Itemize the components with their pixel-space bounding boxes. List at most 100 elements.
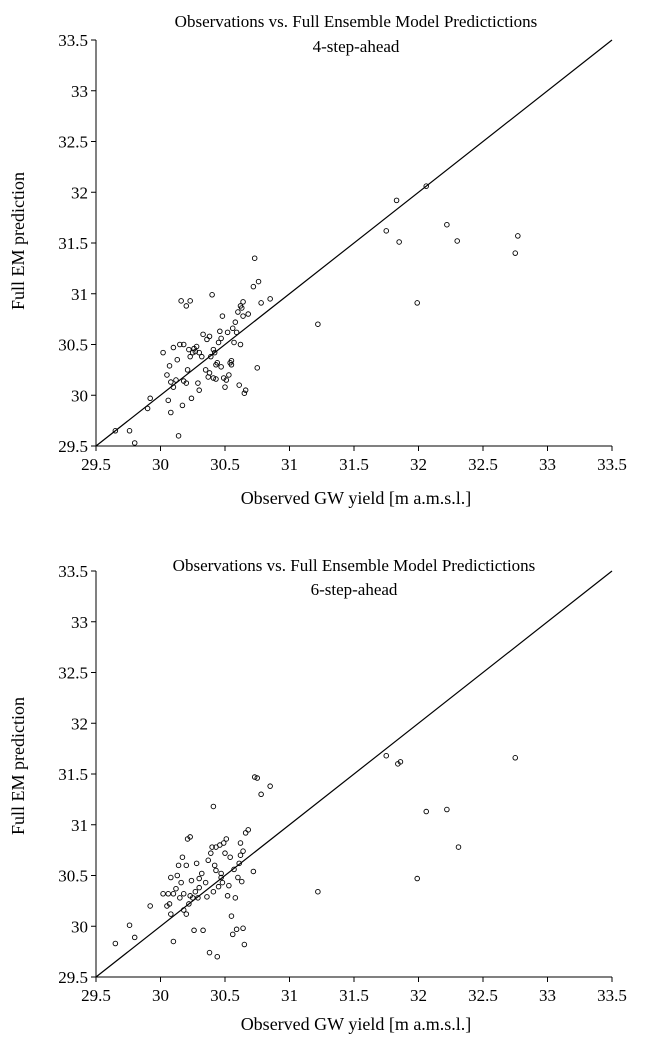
- x-tick-label: 30: [152, 455, 169, 474]
- scatter-point: [219, 313, 226, 319]
- scatter-point: [193, 343, 200, 350]
- scatter-point: [210, 375, 217, 381]
- scatter-point: [251, 774, 258, 780]
- scatter-point: [242, 830, 249, 836]
- scatter-point: [226, 882, 232, 889]
- scatter-point: [206, 370, 213, 376]
- scatter-point: [199, 353, 205, 360]
- scatter-point: [202, 367, 209, 373]
- scatter-point: [242, 387, 249, 393]
- scatter-point: [186, 901, 192, 907]
- scatter-point: [215, 883, 222, 890]
- x-tick-label: 32: [410, 986, 427, 1005]
- x-tick-label: 29.5: [81, 986, 111, 1005]
- scatter-point: [210, 346, 217, 353]
- chart-title: Observations vs. Full Ensemble Model Pre…: [173, 556, 536, 575]
- scatter-point: [209, 844, 215, 850]
- scatter-point: [219, 879, 226, 886]
- x-tick-label: 33: [539, 986, 556, 1005]
- scatter-point: [192, 348, 199, 355]
- y-tick-label: 32: [71, 183, 88, 202]
- x-tick-label: 33.5: [597, 986, 627, 1005]
- scatter-point: [174, 356, 181, 363]
- scatter-point: [112, 428, 119, 434]
- scatter-point: [215, 339, 222, 346]
- y-axis-label: Full EM prediction: [8, 172, 28, 310]
- scatter-point: [240, 925, 246, 932]
- y-tick-label: 33: [71, 613, 88, 632]
- y-tick-label: 30: [71, 917, 88, 936]
- scatter-point: [240, 848, 246, 854]
- scatter-point: [397, 759, 404, 765]
- scatter-point: [218, 874, 224, 881]
- scatter-point: [131, 440, 138, 446]
- scatter-point: [223, 836, 230, 842]
- y-tick-label: 33.5: [58, 562, 88, 581]
- scatter-point: [217, 328, 223, 335]
- scatter-point: [214, 953, 221, 960]
- scatter-point: [183, 911, 190, 917]
- scatter-point: [235, 309, 241, 315]
- scatter-point: [189, 895, 196, 901]
- scatter-point: [229, 931, 236, 938]
- x-tick-label: 30.5: [210, 455, 240, 474]
- scatter-point: [166, 901, 173, 907]
- scatter-point: [179, 402, 186, 409]
- chart-subtitle: 6-step-ahead: [311, 580, 398, 599]
- scatter-point: [245, 827, 251, 833]
- scatter-point: [126, 428, 133, 434]
- scatter-point: [229, 325, 236, 332]
- scatter-point: [267, 296, 273, 302]
- y-tick-label: 32: [71, 714, 88, 733]
- scatter-point: [188, 395, 195, 402]
- scatter-point: [228, 362, 235, 368]
- chart-title: Observations vs. Full Ensemble Model Pre…: [175, 12, 538, 31]
- scatter-point: [250, 283, 257, 290]
- scatter-point: [227, 854, 233, 860]
- scatter-point: [258, 791, 264, 798]
- scatter-point: [455, 844, 462, 850]
- scatter-point: [255, 278, 262, 285]
- x-tick-label: 32.5: [468, 455, 498, 474]
- x-tick-label: 29.5: [81, 455, 111, 474]
- scatter-point: [204, 336, 210, 343]
- scatter-point: [178, 298, 184, 304]
- scatter-point: [211, 349, 218, 356]
- scatter-point: [213, 867, 219, 874]
- scatter-point: [240, 313, 246, 319]
- scatter-point: [239, 878, 245, 885]
- scatter-point: [186, 346, 192, 353]
- scatter-point: [147, 395, 153, 402]
- scatter-point: [196, 387, 202, 393]
- x-tick-label: 33.5: [597, 455, 627, 474]
- x-tick-label: 30: [152, 986, 169, 1005]
- scatter-point: [220, 840, 227, 846]
- scatter-point: [173, 885, 179, 892]
- scatter-point: [222, 850, 228, 856]
- scatter-point: [174, 872, 181, 879]
- scatter-point: [170, 384, 177, 390]
- y-tick-label: 31.5: [58, 765, 88, 784]
- scatter-point: [184, 367, 191, 373]
- scatter-point: [205, 857, 211, 864]
- scatter-point: [209, 292, 215, 298]
- scatter-point: [383, 752, 390, 759]
- scatter-point: [196, 875, 202, 882]
- scatter-point: [193, 860, 200, 867]
- scatter-point: [195, 895, 201, 901]
- x-tick-label: 30.5: [210, 986, 240, 1005]
- scatter-point: [166, 363, 173, 369]
- scatter-point: [232, 895, 239, 901]
- scatter-point: [213, 376, 219, 382]
- scatter-point: [218, 870, 224, 877]
- scatter-point: [237, 852, 244, 858]
- scatter-point: [224, 329, 231, 336]
- y-tick-label: 30.5: [58, 867, 88, 886]
- scatter-point: [195, 380, 201, 386]
- scatter-point: [180, 907, 187, 913]
- scatter-point: [170, 344, 177, 351]
- scatter-point: [228, 357, 235, 364]
- x-tick-label: 32: [410, 455, 427, 474]
- y-tick-label: 31.5: [58, 234, 88, 253]
- scatter-point: [160, 349, 166, 356]
